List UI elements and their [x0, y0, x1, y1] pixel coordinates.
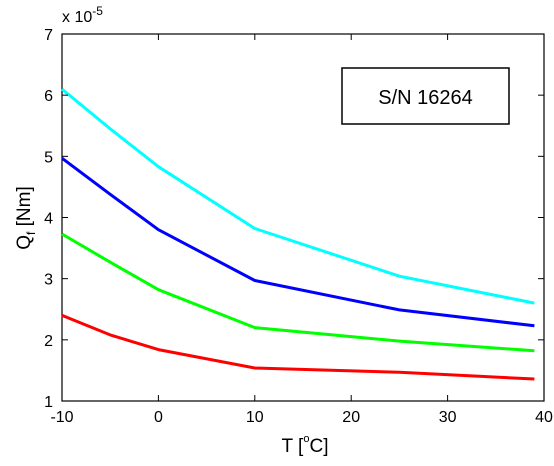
y-tick-label: 6: [44, 88, 53, 105]
x-tick-label: 10: [246, 409, 264, 426]
y-axis-label-sub: f: [24, 231, 38, 235]
series-line-2: [61, 156, 535, 328]
y-tick-label: 7: [44, 27, 53, 44]
x-axis-label-unit: C]: [309, 436, 328, 457]
x-tick-label: 30: [439, 409, 457, 426]
y-exponent-power: -5: [92, 4, 103, 18]
y-tick-label: 4: [44, 211, 53, 228]
y-tick-label: 5: [44, 149, 53, 166]
x-tick-label: 0: [154, 409, 163, 426]
y-tick-label: 1: [44, 394, 53, 411]
y-exponent-prefix: x 10: [62, 9, 92, 26]
ticks-layer: -10 0 10 20 30 40 1 2 3 4 5 6 7: [44, 27, 553, 426]
annotation-frame: [341, 67, 510, 125]
series-line-3: [61, 232, 535, 353]
x-tick-label: 20: [342, 409, 360, 426]
y-axis-label-main: Q: [14, 235, 35, 250]
x-axis-label-degree: o: [303, 433, 309, 445]
series-layer: [61, 87, 535, 381]
x-tick-label: -10: [50, 409, 73, 426]
x-tick-label: 40: [535, 409, 553, 426]
y-exponent-label: x 10-5: [62, 4, 103, 26]
y-tick-label: 3: [44, 272, 53, 289]
series-line-1: [61, 87, 535, 305]
annotation-text: S/N 16264: [378, 87, 473, 109]
x-axis-label-main: T [: [282, 436, 305, 457]
y-tick-label: 2: [44, 333, 53, 350]
x-axis-label: T [oC]: [282, 433, 329, 457]
series-line-4: [61, 314, 535, 381]
y-axis-label: Qf [Nm]: [14, 186, 38, 250]
y-axis-label-unit: [Nm]: [14, 186, 35, 231]
annotation-box: S/N 16264: [341, 67, 510, 125]
